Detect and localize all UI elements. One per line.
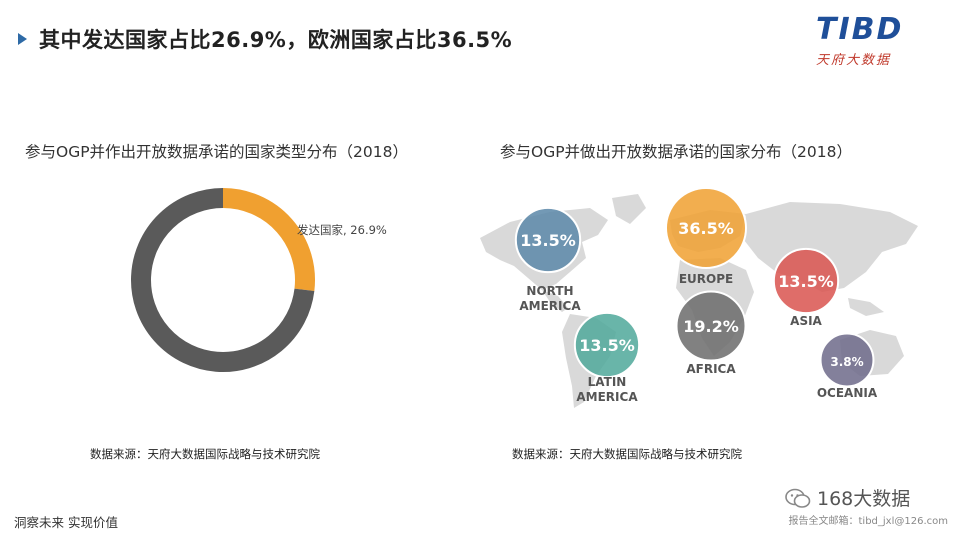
logo-sub-text: 天府大数据	[816, 53, 892, 68]
region-value-label-5: 3.8%	[830, 355, 863, 369]
region-bubble-5	[819, 332, 875, 388]
wechat-icon	[785, 488, 811, 508]
region-name-label-5: OCEANIA	[817, 386, 878, 400]
triangle-bullet-icon	[18, 33, 27, 45]
title-bar: 其中发达国家占比26.9%，欧洲国家占比36.5%	[18, 24, 512, 54]
region-bubble-0	[514, 206, 582, 274]
email-note: 报告全文邮箱：tibd_jxl@126.com	[788, 516, 949, 527]
region-name-label-3: AMERICA	[576, 390, 638, 404]
region-name-label-4: AFRICA	[686, 362, 736, 376]
donut-chart: 发达国家, 26.9%	[131, 188, 387, 372]
region-name-label-2: ASIA	[790, 314, 822, 328]
region-bubble-4	[675, 290, 747, 362]
region-value-label-1: 36.5%	[678, 219, 734, 238]
source-note-right: 数据来源：天府大数据国际战略与技术研究院	[512, 447, 742, 461]
region-value-label-3: 13.5%	[579, 336, 635, 355]
logo: TIBD 天府大数据	[816, 12, 936, 72]
region-bubble-1	[665, 187, 747, 269]
donut-data-label: 发达国家, 26.9%	[297, 223, 387, 237]
wechat-badge: 168大数据	[785, 484, 910, 511]
logo-main-text: TIBD	[816, 12, 904, 47]
region-bubble-2	[772, 247, 840, 315]
footer-slogan: 洞察未来 实现价值	[14, 515, 118, 530]
region-bubble-3	[573, 311, 641, 379]
page-title: 其中发达国家占比26.9%，欧洲国家占比36.5%	[39, 28, 513, 52]
donut-chart-title: 参与OGP并作出开放数据承诺的国家类型分布（2018）	[25, 143, 409, 161]
donut-slice-0	[222, 188, 315, 291]
map-chart-title: 参与OGP并做出开放数据承诺的国家分布（2018）	[500, 143, 853, 161]
donut-slice-1	[131, 188, 315, 372]
source-note-left: 数据来源：天府大数据国际战略与技术研究院	[90, 447, 320, 461]
wechat-account-name: 168大数据	[817, 488, 911, 510]
region-value-label-4: 19.2%	[683, 317, 739, 336]
region-value-label-2: 13.5%	[778, 272, 834, 291]
region-name-label-0: AMERICA	[519, 299, 581, 313]
region-name-label-3: LATIN	[588, 375, 627, 389]
region-name-label-0: NORTH	[526, 284, 573, 298]
region-value-label-0: 13.5%	[520, 231, 576, 250]
region-name-label-1: EUROPE	[679, 272, 733, 286]
